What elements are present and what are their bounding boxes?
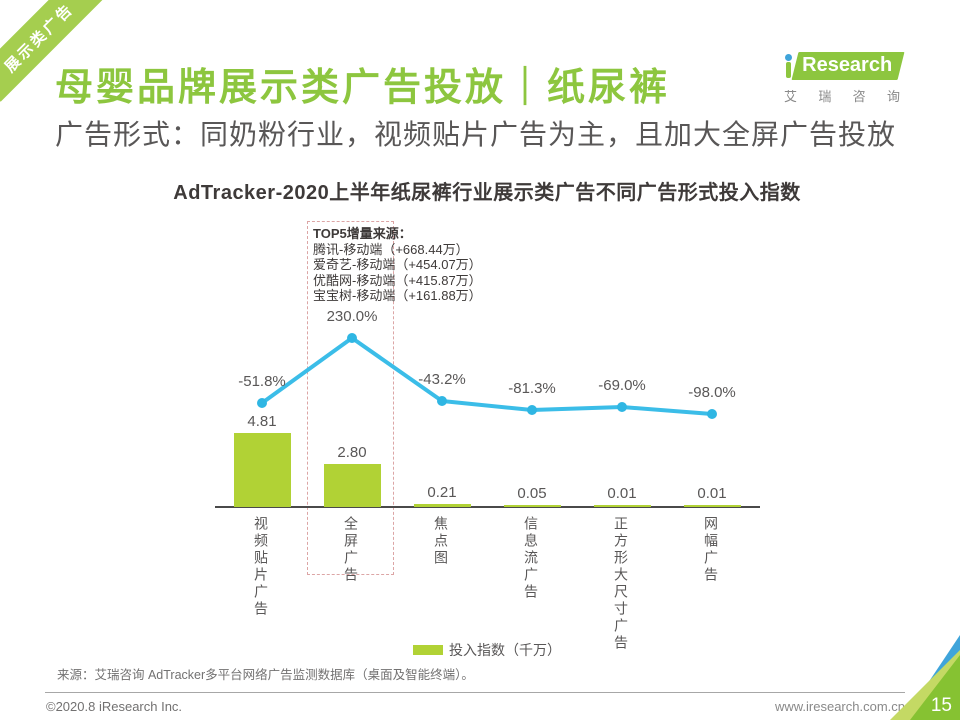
pct-label: -43.2% — [418, 371, 466, 388]
bar-4 — [593, 505, 651, 507]
category-label: 全屏广告 — [343, 516, 359, 584]
bar-3 — [503, 505, 561, 507]
annotation-line: 爱奇艺-移动端（+454.07万） — [313, 257, 482, 272]
chart-legend: 投入指数（千万） — [413, 640, 561, 660]
legend-swatch-bar — [413, 645, 443, 655]
category-label: 信息流广告 — [523, 516, 539, 601]
bar-value-label: 0.01 — [697, 485, 727, 502]
annotation-line: 宝宝树-移动端（+161.88万） — [313, 288, 482, 303]
logo-brand-box: Research — [791, 52, 905, 80]
logo-brand-text: Research — [802, 54, 893, 76]
annotation-line: 优酷网-移动端（+415.87万） — [313, 272, 482, 288]
category-label: 焦点图 — [433, 516, 449, 567]
category-label: 网幅广告 — [703, 516, 719, 584]
bar-2 — [413, 504, 471, 507]
chart-title: AdTracker-2020上半年纸尿裤行业展示类广告不同广告形式投入指数 — [173, 182, 801, 204]
page-subtitle: 广告形式：同奶粉行业，视频贴片广告为主，且加大全屏广告投放 — [55, 119, 897, 150]
logo-i-dot — [785, 54, 792, 61]
bar-value-label: 0.01 — [607, 485, 637, 502]
bar-value-label: 4.81 — [247, 413, 277, 430]
pct-label: -81.3% — [508, 380, 556, 397]
logo-i-stem — [786, 62, 791, 78]
bar-value-label: 2.80 — [337, 444, 367, 461]
bar-1 — [323, 464, 381, 507]
logo-i-icon — [784, 53, 793, 80]
bar-0 — [233, 433, 291, 507]
corner-decoration — [890, 635, 960, 720]
category-label: 视频贴片广告 — [253, 516, 269, 618]
footer-divider — [45, 692, 905, 693]
bar-5 — [683, 505, 741, 507]
logo-cn-char: 询 — [886, 89, 900, 104]
iresearch-logo: Research 艾 瑞 咨 询 — [784, 52, 905, 105]
logo-cn-char: 瑞 — [818, 89, 832, 104]
annotation-block: TOP5增量来源： 腾讯-移动端（+668.44万） 爱奇艺-移动端（+454.… — [313, 226, 482, 304]
logo-brand-cn: 艾 瑞 咨 询 — [784, 86, 900, 105]
bar-value-label: 0.21 — [427, 484, 457, 501]
annotation-line: 腾讯-移动端（+668.44万） — [313, 241, 469, 257]
logo-cn-char: 艾 — [784, 89, 798, 104]
x-axis-line — [215, 506, 760, 508]
page-number: 15 — [930, 695, 952, 716]
logo-cn-char: 咨 — [852, 89, 866, 104]
annotation-title: TOP5增量来源： — [313, 226, 412, 241]
legend-label: 投入指数（千万） — [449, 642, 561, 658]
website-link[interactable]: www.iresearch.com.cn — [774, 699, 905, 714]
pct-label: -98.0% — [688, 384, 736, 401]
source-note: 来源：艾瑞咨询 AdTracker多平台网络广告监测数据库（桌面及智能终端）。 — [57, 668, 474, 682]
pct-label: -51.8% — [238, 373, 286, 390]
pct-label: 230.0% — [326, 308, 378, 325]
page-title: 母婴品牌展示类广告投放｜纸尿裤 — [55, 67, 671, 109]
bar-value-label: 0.05 — [517, 485, 547, 502]
category-label: 正方形大尺寸广告 — [613, 516, 629, 652]
logo-wordmark: Research — [784, 52, 905, 80]
copyright-text: ©2020.8 iResearch Inc. — [46, 699, 183, 714]
pct-label: -69.0% — [598, 377, 646, 394]
